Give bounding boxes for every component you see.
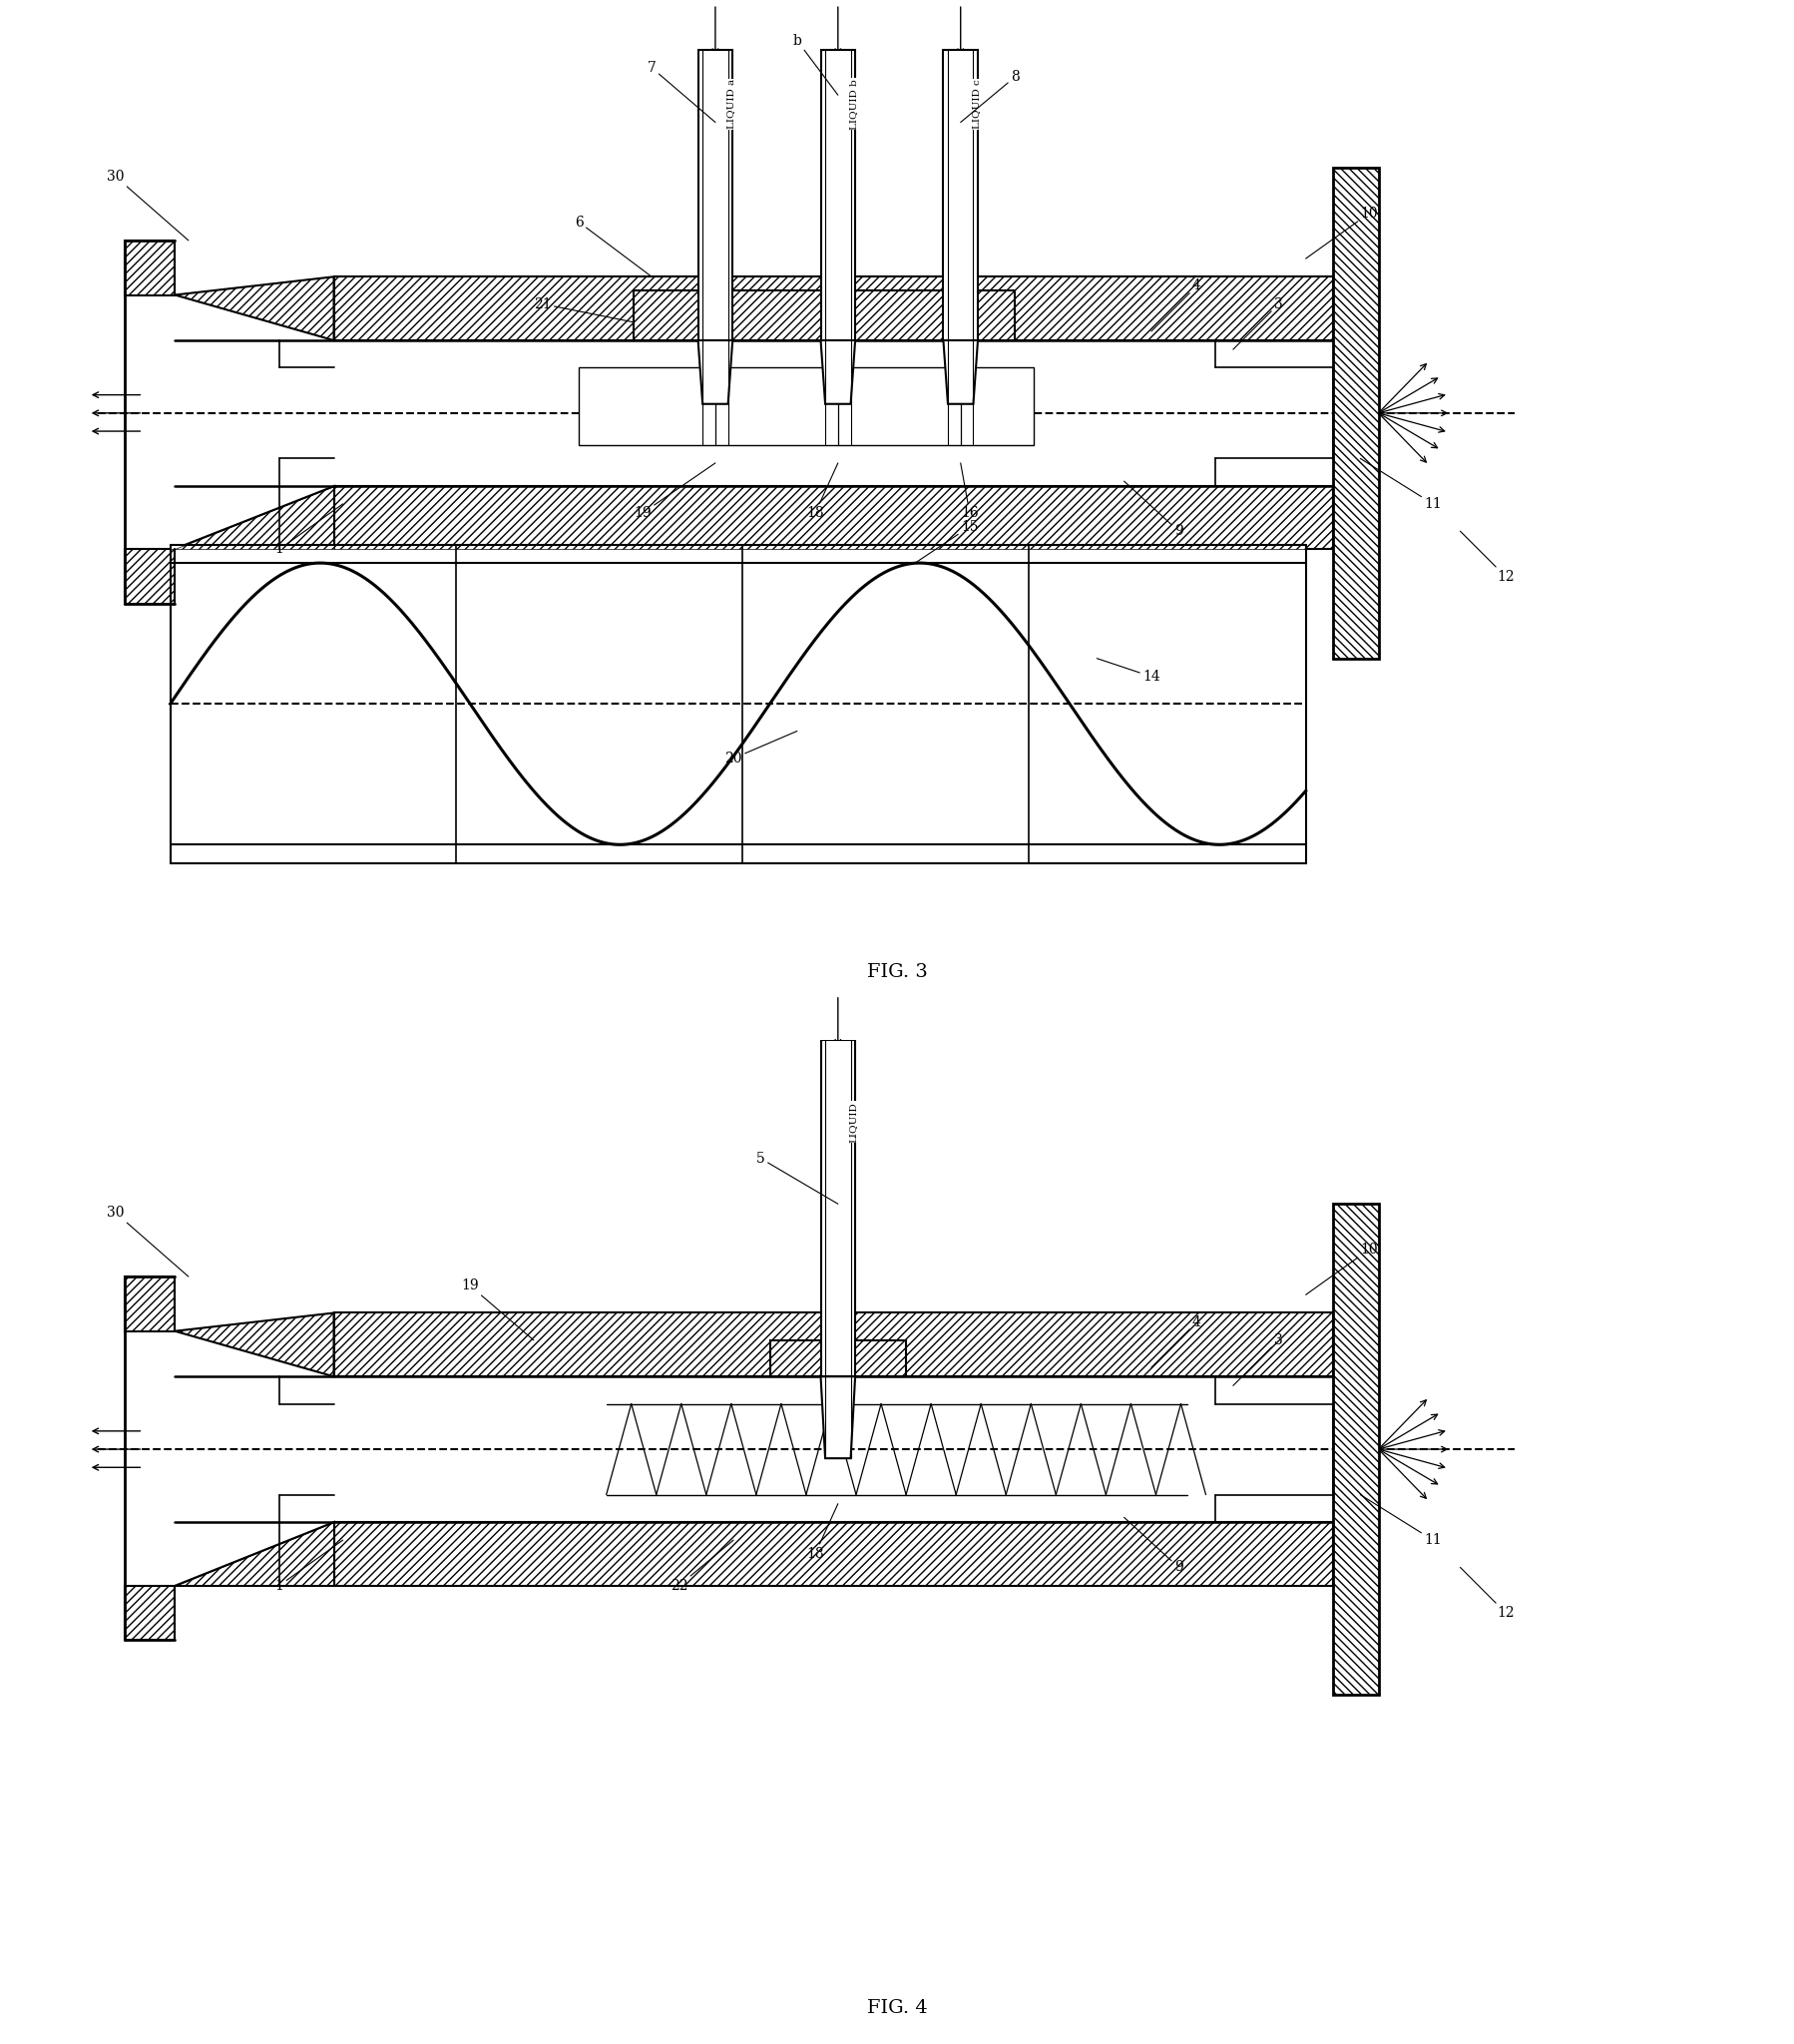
Text: 6: 6 <box>574 215 651 276</box>
Text: 12: 12 <box>1460 1568 1514 1619</box>
Polygon shape <box>944 341 978 405</box>
Text: LIQUID a: LIQUID a <box>727 80 736 129</box>
Text: 10: 10 <box>1306 1243 1378 1294</box>
Text: 11: 11 <box>1360 1494 1442 1547</box>
Text: FIG. 3: FIG. 3 <box>867 963 927 981</box>
Bar <box>334 1312 1333 1376</box>
Polygon shape <box>698 341 732 405</box>
Text: 4: 4 <box>1152 1314 1202 1367</box>
Text: 11: 11 <box>1360 458 1442 511</box>
Polygon shape <box>174 1523 334 1586</box>
Bar <box>1333 1204 1378 1694</box>
Text: 16: 16 <box>960 464 978 519</box>
Bar <box>633 290 1015 341</box>
Bar <box>334 486 1333 550</box>
Bar <box>126 1278 174 1331</box>
Bar <box>334 486 1333 550</box>
Bar <box>334 276 1333 341</box>
Bar <box>126 1586 174 1639</box>
Bar <box>579 368 1033 446</box>
Text: 18: 18 <box>807 464 838 519</box>
Polygon shape <box>820 341 856 405</box>
Text: 10: 10 <box>1306 206 1378 260</box>
Text: 19: 19 <box>633 464 716 519</box>
Bar <box>1333 1204 1378 1694</box>
Text: 21: 21 <box>535 296 633 323</box>
Text: 1: 1 <box>274 505 343 556</box>
Bar <box>126 550 174 603</box>
Text: 30: 30 <box>108 1206 188 1278</box>
Text: 14: 14 <box>1096 658 1161 683</box>
Bar <box>820 49 856 341</box>
Bar <box>334 276 1333 341</box>
Bar <box>1333 168 1378 658</box>
Polygon shape <box>174 486 334 550</box>
Text: FIG. 4: FIG. 4 <box>867 1999 927 2017</box>
Text: 18: 18 <box>807 1504 838 1562</box>
Text: 7: 7 <box>648 61 716 123</box>
Bar <box>126 1586 174 1639</box>
Text: 30: 30 <box>108 170 188 241</box>
Bar <box>334 1523 1333 1586</box>
Bar <box>334 1523 1333 1586</box>
Bar <box>170 546 1306 863</box>
Polygon shape <box>174 276 334 341</box>
Bar <box>126 241 174 294</box>
Text: 19: 19 <box>461 1280 533 1341</box>
Text: 4: 4 <box>1152 278 1202 331</box>
Bar <box>334 1312 1333 1376</box>
Text: 12: 12 <box>1460 531 1514 585</box>
Text: 5: 5 <box>757 1151 838 1204</box>
Polygon shape <box>820 1376 856 1457</box>
Polygon shape <box>174 1312 334 1376</box>
Text: 3: 3 <box>1232 1333 1283 1386</box>
Bar <box>770 1341 906 1376</box>
Text: LIQUID b: LIQUID b <box>849 80 858 129</box>
Text: 3: 3 <box>1232 296 1283 350</box>
Text: 20: 20 <box>725 732 797 764</box>
Bar <box>770 1341 906 1376</box>
Text: 8: 8 <box>960 69 1019 123</box>
Text: 15: 15 <box>915 519 978 562</box>
Text: LIQUID: LIQUID <box>849 1102 858 1143</box>
Bar <box>944 49 978 341</box>
Text: 1: 1 <box>274 1539 343 1592</box>
Bar <box>1333 168 1378 658</box>
Bar <box>820 1040 856 1376</box>
Text: 9: 9 <box>1125 1517 1182 1574</box>
Bar <box>126 550 174 603</box>
Text: 22: 22 <box>671 1539 734 1592</box>
Text: 9: 9 <box>1125 480 1182 538</box>
Text: b: b <box>793 33 838 94</box>
Text: LIQUID c: LIQUID c <box>972 80 981 129</box>
Bar <box>633 290 1015 341</box>
Bar <box>698 49 732 341</box>
Bar <box>126 241 174 294</box>
Bar <box>126 1278 174 1331</box>
